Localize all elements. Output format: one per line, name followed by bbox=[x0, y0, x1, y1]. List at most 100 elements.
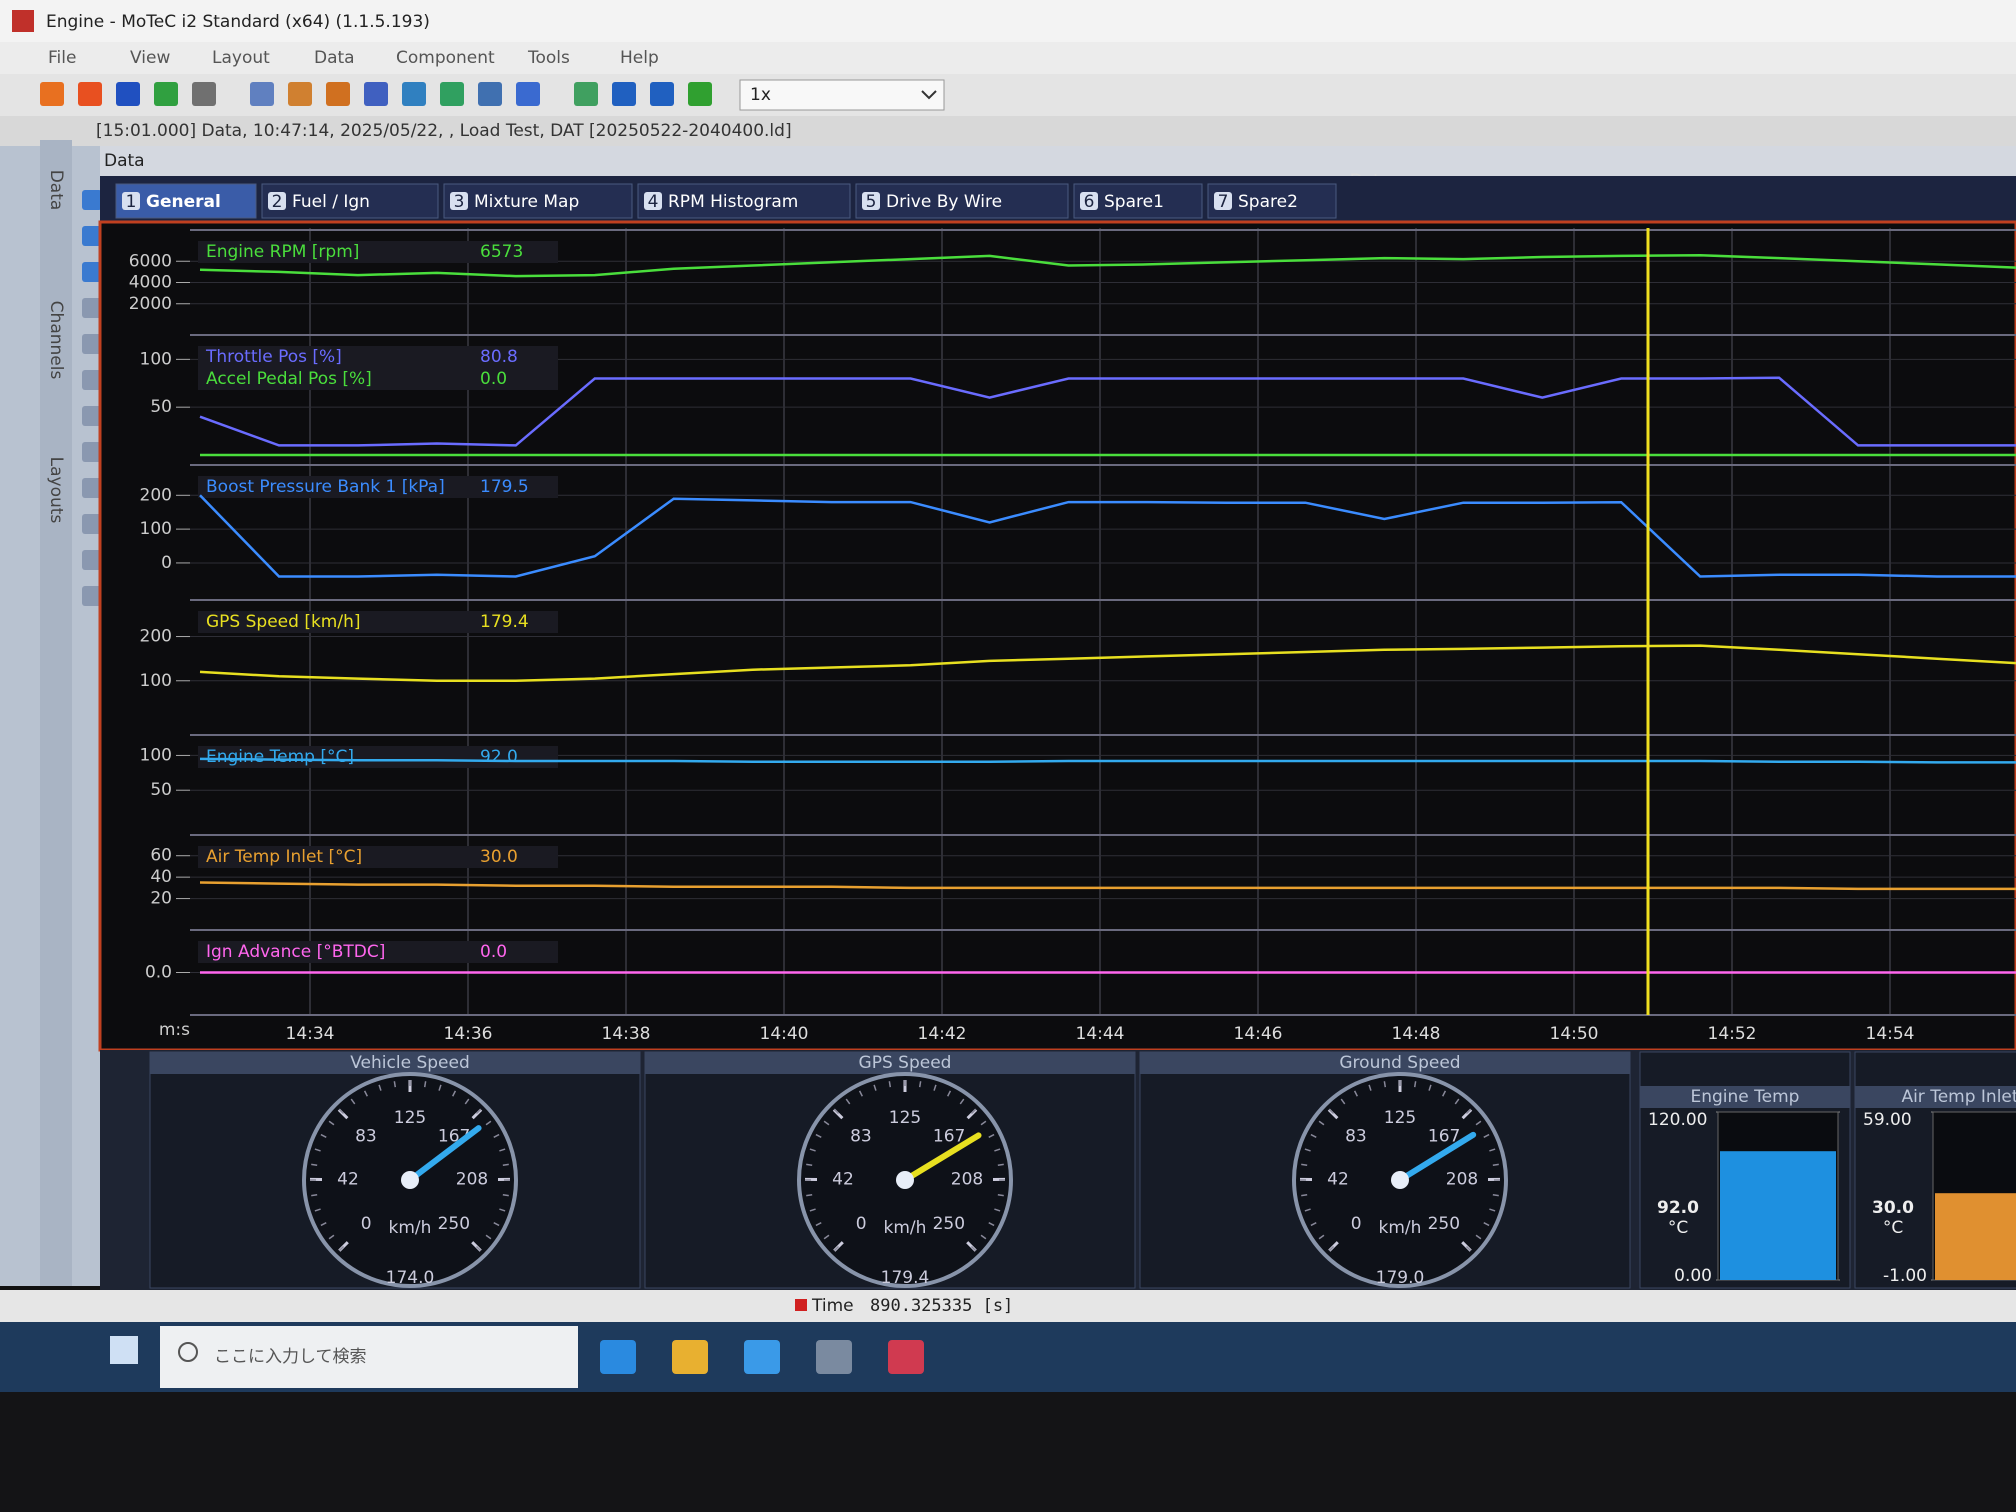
toolbar-button[interactable] bbox=[440, 82, 464, 106]
tab[interactable] bbox=[261, 183, 439, 219]
toolbar-button[interactable] bbox=[574, 82, 598, 106]
toolbar-button[interactable] bbox=[40, 82, 64, 106]
channel-value: 0.0 bbox=[480, 369, 507, 389]
side-tool[interactable] bbox=[82, 334, 102, 354]
tab-number[interactable]: 2 bbox=[272, 192, 283, 212]
tab-number[interactable]: 7 bbox=[1218, 192, 1229, 212]
toolbar-button[interactable] bbox=[326, 82, 350, 106]
channel-label-bg bbox=[198, 746, 558, 768]
tab-name[interactable]: Fuel / Ign bbox=[292, 192, 370, 212]
speed-value[interactable]: 1x bbox=[750, 85, 771, 105]
gauge-minor-tick bbox=[1442, 1090, 1447, 1097]
side-tool[interactable] bbox=[82, 190, 102, 210]
gauge-tick-label: 208 bbox=[456, 1170, 488, 1190]
side-tool[interactable] bbox=[82, 262, 102, 282]
tab[interactable] bbox=[443, 183, 633, 219]
y-tick-label: 0 bbox=[161, 553, 172, 573]
tab-number[interactable]: 1 bbox=[126, 192, 137, 212]
side-tool[interactable] bbox=[82, 514, 102, 534]
channel-name: GPS Speed [km/h] bbox=[206, 612, 361, 632]
side-tab[interactable]: Layouts bbox=[46, 457, 66, 524]
speed-dropdown[interactable] bbox=[739, 79, 945, 111]
toolbar-button[interactable] bbox=[688, 82, 712, 106]
tab-number[interactable]: 3 bbox=[454, 192, 465, 212]
menu-item[interactable]: Help bbox=[620, 48, 659, 68]
toolbar-button[interactable] bbox=[516, 82, 540, 106]
gauge-minor-tick bbox=[452, 1090, 457, 1097]
toolbar-button[interactable] bbox=[612, 82, 636, 106]
time-label: 14:42 bbox=[918, 1024, 967, 1044]
side-tool[interactable] bbox=[82, 586, 102, 606]
tab[interactable] bbox=[637, 183, 851, 219]
gauge-minor-tick bbox=[338, 1108, 345, 1115]
channel-value: 80.8 bbox=[480, 347, 518, 367]
search-icon bbox=[178, 1342, 198, 1362]
side-tool[interactable] bbox=[82, 370, 102, 390]
gauge-minor-tick bbox=[350, 1098, 356, 1105]
tab-number[interactable]: 4 bbox=[648, 192, 659, 212]
tab-number[interactable]: 5 bbox=[866, 192, 877, 212]
tab[interactable] bbox=[855, 183, 1069, 219]
tab-number-box bbox=[644, 192, 662, 210]
toolbar-button[interactable] bbox=[650, 82, 674, 106]
toolbar-button[interactable] bbox=[78, 82, 102, 106]
menu-item[interactable]: Layout bbox=[212, 48, 270, 68]
gauge-tick-label: 83 bbox=[355, 1126, 377, 1146]
bar-unit: °C bbox=[1883, 1218, 1903, 1238]
gauge-minor-tick bbox=[918, 1081, 922, 1088]
menu-item[interactable]: Component bbox=[396, 48, 495, 68]
gauge-minor-tick bbox=[485, 1120, 492, 1126]
menu-item[interactable]: File bbox=[48, 48, 76, 68]
toolbar-button[interactable] bbox=[478, 82, 502, 106]
tab-number-box bbox=[1080, 192, 1098, 210]
side-tab[interactable]: Channels bbox=[46, 301, 66, 380]
toolbar-button[interactable] bbox=[364, 82, 388, 106]
taskbar-app[interactable] bbox=[888, 1340, 924, 1374]
tab-name[interactable]: Spare1 bbox=[1104, 192, 1164, 212]
side-tab[interactable]: Data bbox=[46, 170, 66, 211]
tab-name[interactable]: RPM Histogram bbox=[668, 192, 798, 212]
tab-name[interactable]: Spare2 bbox=[1238, 192, 1298, 212]
gauge-minor-tick bbox=[1465, 1245, 1472, 1252]
toolbar-button[interactable] bbox=[192, 82, 216, 106]
toolbar-button[interactable] bbox=[116, 82, 140, 106]
side-tool[interactable] bbox=[82, 478, 102, 498]
gauge-minor-tick bbox=[980, 1234, 987, 1240]
taskbar-app[interactable] bbox=[744, 1340, 780, 1374]
dropdown-arrow bbox=[921, 90, 937, 100]
tab-name[interactable]: Mixture Map bbox=[474, 192, 579, 212]
toolbar-button[interactable] bbox=[250, 82, 274, 106]
info-bar bbox=[0, 116, 2016, 146]
menu-item[interactable]: Data bbox=[314, 48, 355, 68]
taskbar-app[interactable] bbox=[816, 1340, 852, 1374]
tab-number[interactable]: 6 bbox=[1084, 192, 1095, 212]
gauge-title: Ground Speed bbox=[1339, 1053, 1460, 1073]
start-button[interactable] bbox=[110, 1336, 138, 1364]
menu-item[interactable]: Tools bbox=[527, 48, 570, 68]
toolbar-button[interactable] bbox=[288, 82, 312, 106]
search-box[interactable] bbox=[160, 1326, 578, 1388]
channel-name: Engine Temp [°C] bbox=[206, 747, 354, 767]
side-tool[interactable] bbox=[82, 226, 102, 246]
taskbar-app[interactable] bbox=[600, 1340, 636, 1374]
side-tool[interactable] bbox=[82, 298, 102, 318]
bar-min: 0.00 bbox=[1674, 1266, 1712, 1286]
workbook-header bbox=[100, 146, 2016, 176]
gauge-unit: km/h bbox=[884, 1218, 927, 1238]
menu-item[interactable]: View bbox=[130, 48, 170, 68]
gauge-unit: km/h bbox=[389, 1218, 432, 1238]
bar-max: 59.00 bbox=[1863, 1110, 1912, 1130]
side-tool[interactable] bbox=[82, 442, 102, 462]
toolbar-button[interactable] bbox=[154, 82, 178, 106]
taskbar-app[interactable] bbox=[672, 1340, 708, 1374]
tab-number-box bbox=[450, 192, 468, 210]
gauge-minor-tick bbox=[1465, 1108, 1472, 1115]
tab-name[interactable]: Drive By Wire bbox=[886, 192, 1002, 212]
side-tool[interactable] bbox=[82, 550, 102, 570]
y-tick-label: 100 bbox=[140, 745, 172, 765]
toolbar-button[interactable] bbox=[402, 82, 426, 106]
side-tool[interactable] bbox=[82, 406, 102, 426]
search-placeholder[interactable]: ここに入力して検索 bbox=[214, 1347, 367, 1367]
monitor-bezel bbox=[0, 1392, 2016, 1512]
tab-name[interactable]: General bbox=[146, 192, 221, 212]
